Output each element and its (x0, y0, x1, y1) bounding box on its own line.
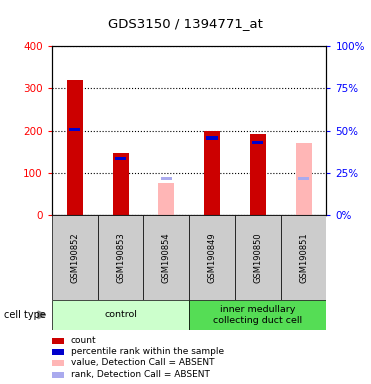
Text: control: control (104, 310, 137, 319)
Text: GDS3150 / 1394771_at: GDS3150 / 1394771_at (108, 17, 263, 30)
FancyBboxPatch shape (189, 300, 326, 330)
Text: GSM190851: GSM190851 (299, 232, 308, 283)
Bar (115, 157, 126, 160)
Text: value, Detection Call = ABSENT: value, Detection Call = ABSENT (70, 358, 214, 367)
Text: GSM190849: GSM190849 (208, 232, 217, 283)
FancyBboxPatch shape (235, 215, 281, 300)
Bar (250, 134, 266, 215)
Bar (158, 184, 174, 215)
Bar (298, 177, 309, 180)
FancyBboxPatch shape (144, 215, 189, 300)
Text: GSM190852: GSM190852 (70, 232, 79, 283)
Text: percentile rank within the sample: percentile rank within the sample (70, 347, 224, 356)
FancyBboxPatch shape (52, 215, 98, 300)
Bar (207, 136, 218, 140)
Bar (52, 349, 65, 354)
Text: GSM190854: GSM190854 (162, 232, 171, 283)
Bar (161, 177, 172, 180)
Bar (52, 360, 65, 366)
Text: rank, Detection Call = ABSENT: rank, Detection Call = ABSENT (70, 370, 210, 379)
FancyBboxPatch shape (281, 215, 326, 300)
Bar (252, 141, 263, 144)
Text: cell type: cell type (4, 310, 46, 320)
Bar (204, 131, 220, 215)
Bar (112, 152, 129, 215)
Text: GSM190850: GSM190850 (253, 232, 262, 283)
Bar (52, 372, 65, 377)
FancyBboxPatch shape (189, 215, 235, 300)
Text: count: count (70, 336, 96, 346)
Bar (67, 80, 83, 215)
Bar (52, 338, 65, 344)
Bar (69, 128, 81, 131)
FancyBboxPatch shape (98, 215, 144, 300)
Text: inner medullary
collecting duct cell: inner medullary collecting duct cell (213, 305, 302, 324)
Bar (296, 143, 312, 215)
FancyBboxPatch shape (52, 300, 189, 330)
Text: GSM190853: GSM190853 (116, 232, 125, 283)
